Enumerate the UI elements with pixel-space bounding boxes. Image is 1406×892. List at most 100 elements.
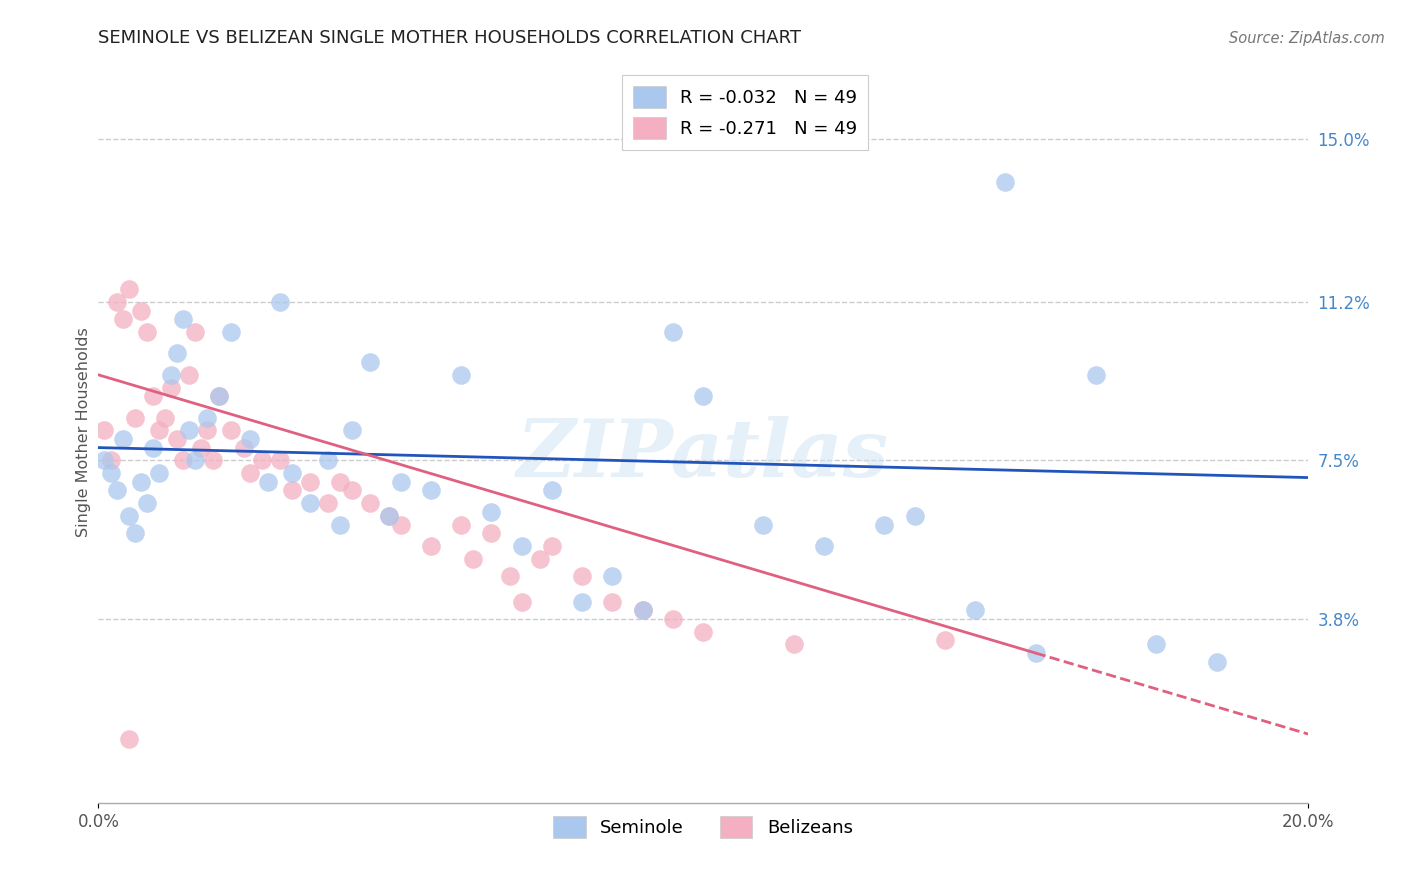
Point (118, 731, 141, 746)
Point (1206, 655, 1229, 669)
Point (752, 517, 775, 532)
Point (342, 424, 364, 438)
Point (692, 389, 714, 403)
Point (450, 368, 472, 382)
Point (1144, 637, 1167, 651)
Point (481, 526, 503, 541)
Point (179, 424, 201, 438)
Point (208, 389, 231, 403)
Point (184, 453, 207, 467)
Point (166, 432, 188, 446)
Point (329, 517, 352, 532)
Point (342, 483, 364, 498)
Point (232, 441, 254, 455)
Point (142, 441, 165, 455)
Point (221, 325, 243, 339)
Point (124, 410, 146, 425)
Point (172, 453, 194, 467)
Point (529, 552, 551, 566)
Point (661, 612, 683, 626)
Point (239, 467, 262, 481)
Point (299, 475, 322, 489)
Point (129, 303, 152, 318)
Point (463, 552, 485, 566)
Point (540, 539, 562, 553)
Point (661, 325, 683, 339)
Point (160, 381, 183, 395)
Point (631, 603, 654, 617)
Point (299, 496, 322, 510)
Point (510, 539, 533, 553)
Point (100, 467, 122, 481)
Text: Source: ZipAtlas.com: Source: ZipAtlas.com (1229, 31, 1385, 46)
Point (389, 517, 412, 532)
Point (540, 483, 562, 498)
Point (148, 467, 170, 481)
Point (135, 325, 157, 339)
Point (631, 603, 654, 617)
Point (281, 483, 304, 498)
Point (153, 410, 176, 425)
Point (93, 453, 115, 467)
Point (450, 517, 472, 532)
Point (377, 509, 399, 524)
Point (208, 389, 231, 403)
Point (377, 509, 399, 524)
Point (135, 496, 157, 510)
Point (93, 424, 115, 438)
Point (994, 175, 1017, 189)
Point (111, 312, 134, 326)
Point (571, 595, 593, 609)
Point (160, 368, 183, 382)
Point (692, 624, 714, 639)
Point (904, 509, 927, 524)
Point (934, 633, 956, 648)
Point (221, 424, 243, 438)
Point (510, 595, 533, 609)
Point (281, 467, 304, 481)
Point (250, 453, 273, 467)
Point (498, 569, 520, 583)
Point (360, 355, 382, 369)
Point (118, 282, 141, 296)
Point (256, 475, 278, 489)
Point (269, 295, 291, 310)
Point (783, 637, 806, 651)
Point (184, 325, 207, 339)
Point (269, 453, 291, 467)
Point (111, 432, 134, 446)
Point (420, 483, 443, 498)
Point (124, 526, 146, 541)
Point (329, 475, 352, 489)
Point (148, 424, 170, 438)
Point (142, 389, 165, 403)
Text: SEMINOLE VS BELIZEAN SINGLE MOTHER HOUSEHOLDS CORRELATION CHART: SEMINOLE VS BELIZEAN SINGLE MOTHER HOUSE… (98, 29, 801, 47)
Point (360, 496, 382, 510)
Point (190, 441, 212, 455)
Point (105, 483, 128, 498)
Point (389, 475, 412, 489)
Point (602, 595, 624, 609)
Point (420, 539, 443, 553)
Point (316, 453, 339, 467)
Text: ZIPatlas: ZIPatlas (517, 416, 889, 493)
Point (195, 410, 218, 425)
Point (813, 539, 835, 553)
Point (239, 432, 262, 446)
Point (571, 569, 593, 583)
Point (873, 517, 896, 532)
Point (100, 453, 122, 467)
Point (965, 603, 987, 617)
Point (1024, 646, 1046, 660)
Point (166, 346, 188, 360)
Point (481, 505, 503, 519)
Point (602, 569, 624, 583)
Y-axis label: Single Mother Households: Single Mother Households (76, 327, 91, 538)
Point (316, 496, 339, 510)
Point (118, 509, 141, 524)
Point (105, 295, 128, 310)
Legend: Seminole, Belizeans: Seminole, Belizeans (546, 809, 860, 846)
Point (1085, 368, 1108, 382)
Point (202, 453, 225, 467)
Point (172, 312, 194, 326)
